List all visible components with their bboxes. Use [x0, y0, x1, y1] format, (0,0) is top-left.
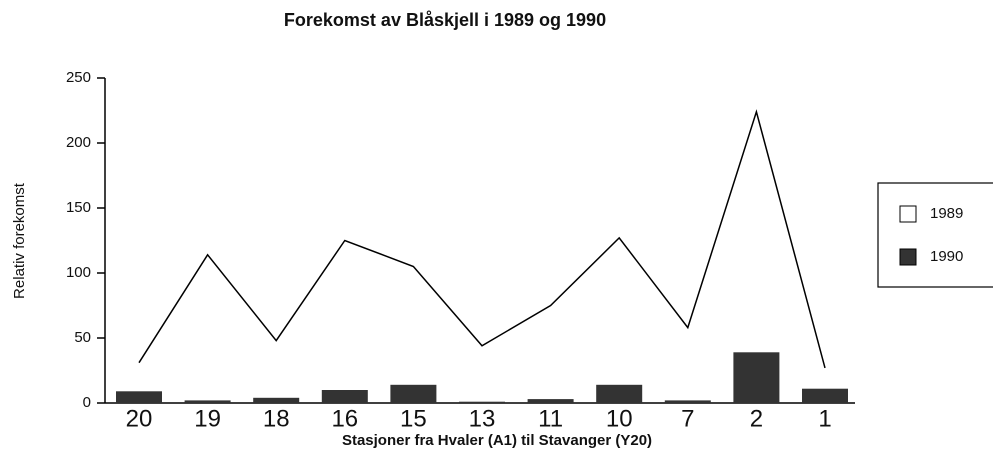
y-tick-label: 200	[66, 134, 91, 151]
bar	[664, 400, 711, 403]
x-tick-label: 13	[469, 405, 496, 432]
x-axis-label: Stasjoner fra Hvaler (A1) til Stavanger …	[342, 432, 652, 449]
x-tick-label: 10	[606, 405, 633, 432]
bar	[184, 400, 231, 403]
x-tick-label: 15	[400, 405, 427, 432]
x-tick-label: 20	[126, 405, 153, 432]
legend-label: 1989	[930, 205, 963, 222]
x-tick-label: 19	[194, 405, 221, 432]
x-tick-label: 2	[750, 405, 763, 432]
bar	[459, 401, 505, 403]
bar	[733, 352, 780, 403]
bar	[527, 399, 574, 403]
bar	[390, 384, 437, 403]
y-axis-label: Relativ forekomst	[11, 182, 28, 299]
y-tick-label: 50	[74, 329, 91, 346]
bar	[116, 391, 162, 403]
x-tick-label: 18	[263, 405, 290, 432]
bar	[802, 388, 848, 403]
legend-box	[877, 182, 993, 288]
y-tick-label: 150	[66, 199, 91, 216]
x-tick-label: 16	[331, 405, 358, 432]
bar	[253, 397, 300, 403]
bar	[321, 390, 368, 403]
legend-swatch	[899, 205, 917, 223]
bar	[596, 384, 643, 403]
y-tick-label: 250	[66, 69, 91, 86]
x-tick-label: 11	[538, 405, 563, 432]
chart-title: Forekomst av Blåskjell i 1989 og 1990	[284, 10, 606, 30]
legend-label: 1990	[930, 248, 963, 265]
x-tick-label: 1	[818, 405, 831, 432]
y-tick-label: 100	[66, 264, 91, 281]
legend-swatch	[899, 248, 917, 266]
line	[138, 109, 826, 369]
x-tick-label: 7	[681, 405, 694, 432]
y-tick-label: 0	[83, 394, 91, 411]
